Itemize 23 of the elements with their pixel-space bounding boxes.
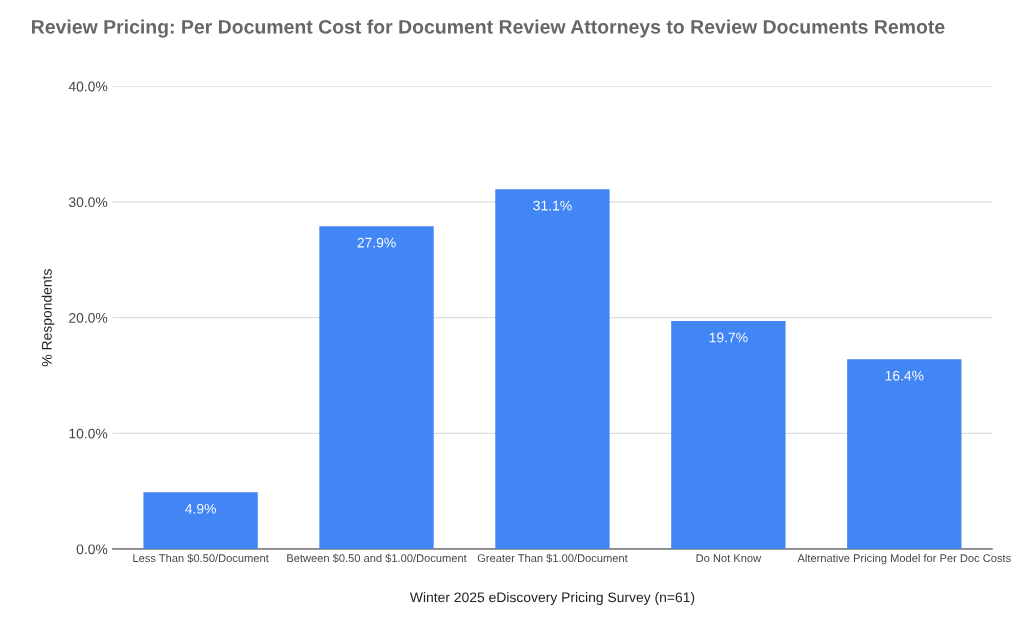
x-tick-label: Do Not Know [696,554,762,563]
y-tick-label: 40.0% [68,81,108,92]
x-axis-title: Winter 2025 eDiscovery Pricing Survey (n=61) [409,592,695,605]
x-tick-label: Less Than $0.50/Document [133,553,269,563]
bar [319,226,434,550]
data-label: 16.4% [885,370,924,381]
data-label: 31.1% [533,200,572,211]
bar [847,359,962,550]
bar [671,321,786,550]
y-tick-label: 0.0% [76,544,108,555]
chart-title: Review Pricing: Per Document Cost for Document Review Attorneys to Review Documents Remote [32,19,945,38]
y-axis-title: % Respondents [41,269,55,367]
data-label: 4.9% [185,503,216,514]
x-tick-label: Between $0.50 and $1.00/Document [287,553,467,563]
y-tick-label: 10.0% [69,428,108,439]
y-tick-label: 20.0% [69,312,108,323]
data-label: 27.9% [357,237,396,248]
bar [495,189,610,550]
y-tick-label: 30.0% [68,197,108,208]
x-tick-label: Alternative Pricing Model for Per Doc Costs [797,553,1011,565]
data-label: 19.7% [709,332,748,343]
x-tick-label: Greater Than $1.00/Document [477,553,628,563]
bar [143,492,258,550]
